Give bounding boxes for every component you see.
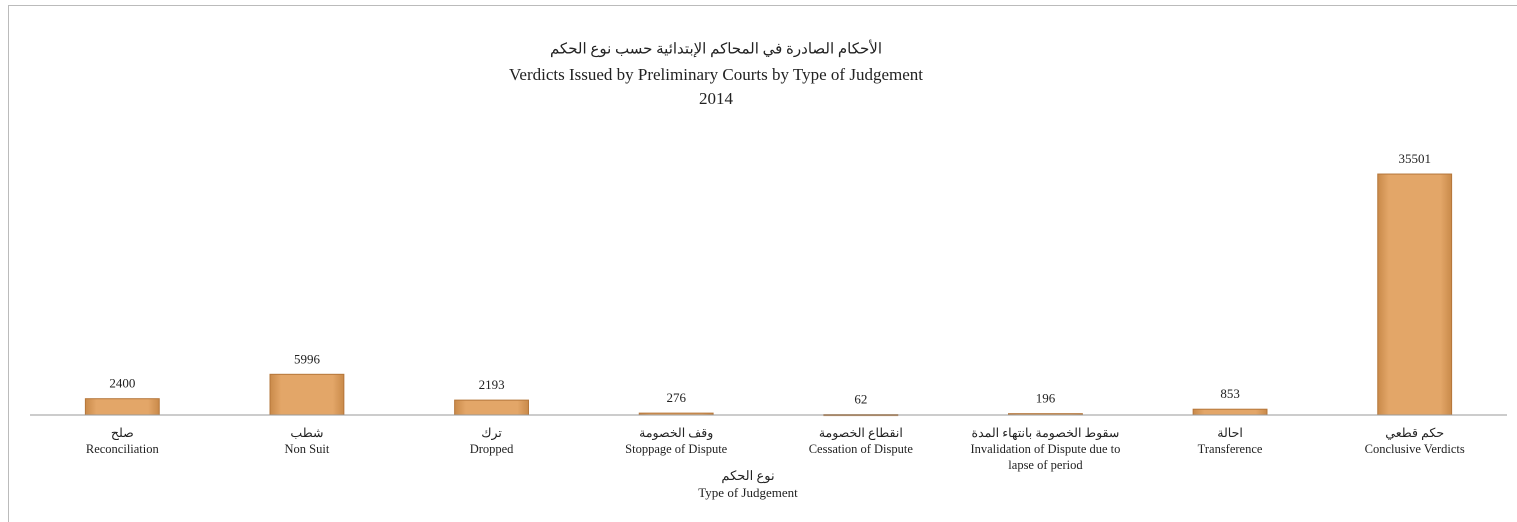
bar <box>1377 173 1453 416</box>
x-tick-label: شطب Non Suit <box>219 425 395 457</box>
x-tick-label-line: سقوط الخصومة بانتهاء المدة <box>971 426 1120 440</box>
x-tick-label-line: Stoppage of Dispute <box>625 442 728 456</box>
data-label: 196 <box>1036 391 1056 406</box>
data-label: 2400 <box>109 376 135 391</box>
bar <box>269 373 345 416</box>
x-tick-label-line: Dropped <box>469 442 514 456</box>
x-tick-label-line: انقطاع الخصومة <box>818 426 903 440</box>
bar <box>454 399 529 416</box>
chart-frame <box>8 5 1517 522</box>
x-tick-label-line: صلح <box>110 426 134 440</box>
x-tick-label: سقوط الخصومة بانتهاء المدة Invalidation o… <box>957 425 1133 473</box>
data-label: 2193 <box>479 377 505 392</box>
x-tick-label: حكم قطعي Conclusive Verdicts <box>1327 425 1503 457</box>
x-axis-title: نوع الحكم <box>721 468 774 484</box>
bar <box>84 398 160 416</box>
x-tick-label-line: Invalidation of Dispute due to lapse of … <box>970 442 1121 472</box>
data-label: 276 <box>666 390 686 405</box>
x-tick-label-line: Conclusive Verdicts <box>1364 442 1465 456</box>
x-tick-label: ترك Dropped <box>404 425 580 457</box>
x-tick-label-line: Non Suit <box>284 442 330 456</box>
x-tick-label-line: وقف الخصومة <box>639 426 714 440</box>
x-tick-label-line: Cessation of Dispute <box>808 442 913 456</box>
x-axis-title: Type of Judgement <box>698 485 798 500</box>
x-tick-label: صلح Reconciliation <box>34 425 210 457</box>
x-tick-label: وقف الخصومة Stoppage of Dispute <box>588 425 764 457</box>
x-tick-label-line: شطب <box>290 426 324 440</box>
data-label: 62 <box>854 392 867 407</box>
x-tick-label: انقطاع الخصومة Cessation of Dispute <box>773 425 949 457</box>
x-tick-label-line: Reconciliation <box>85 442 159 456</box>
data-label: 5996 <box>294 351 321 366</box>
bar <box>1192 408 1268 416</box>
x-tick-label-line: ترك <box>481 426 502 440</box>
chart-title: الأحكام الصادرة في المحاكم الإبتدائية حس… <box>550 39 882 57</box>
x-tick-label-line: Transference <box>1197 442 1263 456</box>
x-tick-label: احالة Transference <box>1142 425 1318 457</box>
data-label: 35501 <box>1398 151 1431 166</box>
chart-title: Verdicts Issued by Preliminary Courts by… <box>509 65 923 84</box>
chart-title: 2014 <box>699 89 734 108</box>
x-tick-label-line: حكم قطعي <box>1385 426 1445 440</box>
data-label: 853 <box>1220 386 1240 401</box>
x-tick-label-line: احالة <box>1217 426 1243 440</box>
